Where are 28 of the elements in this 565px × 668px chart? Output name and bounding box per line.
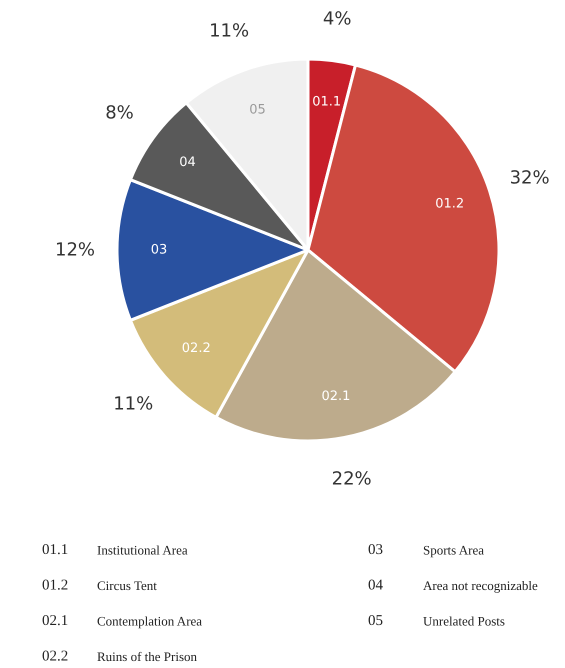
- slice-label: 02.1: [321, 388, 350, 404]
- slice-label: 01.1: [312, 94, 342, 110]
- slice-label: 03: [150, 242, 168, 258]
- slice-label: 02.2: [182, 341, 211, 356]
- data-label: 11%: [113, 394, 154, 415]
- text: Contemplation Area: [97, 614, 202, 628]
- category-label: 01.2: [42, 578, 68, 594]
- slice-label: 05: [249, 102, 266, 118]
- data-label: 22%: [332, 468, 372, 490]
- data-label: 4%: [322, 8, 352, 30]
- category-label: 05: [368, 613, 383, 629]
- text: Institutional Area: [97, 542, 188, 558]
- category-label: 01.1: [42, 542, 68, 558]
- category-label: 02.2: [42, 648, 68, 664]
- category-label: 04: [368, 578, 383, 594]
- text: Unrelated Posts: [423, 614, 505, 628]
- text: Ruins of the Prison: [97, 649, 198, 664]
- category-label: 03: [368, 542, 383, 558]
- data-label: 8%: [105, 102, 134, 124]
- text: Area not recognizable: [423, 578, 538, 593]
- slice-label: 01.2: [435, 196, 464, 212]
- data-label: 11%: [209, 20, 250, 42]
- category-label: 02.1: [42, 613, 68, 629]
- data-label: 32%: [510, 168, 550, 188]
- text: Sports Area: [423, 542, 484, 558]
- data-label: 12%: [54, 240, 96, 260]
- slice-label: 04: [179, 154, 196, 170]
- text: Circus Tent: [97, 578, 158, 593]
